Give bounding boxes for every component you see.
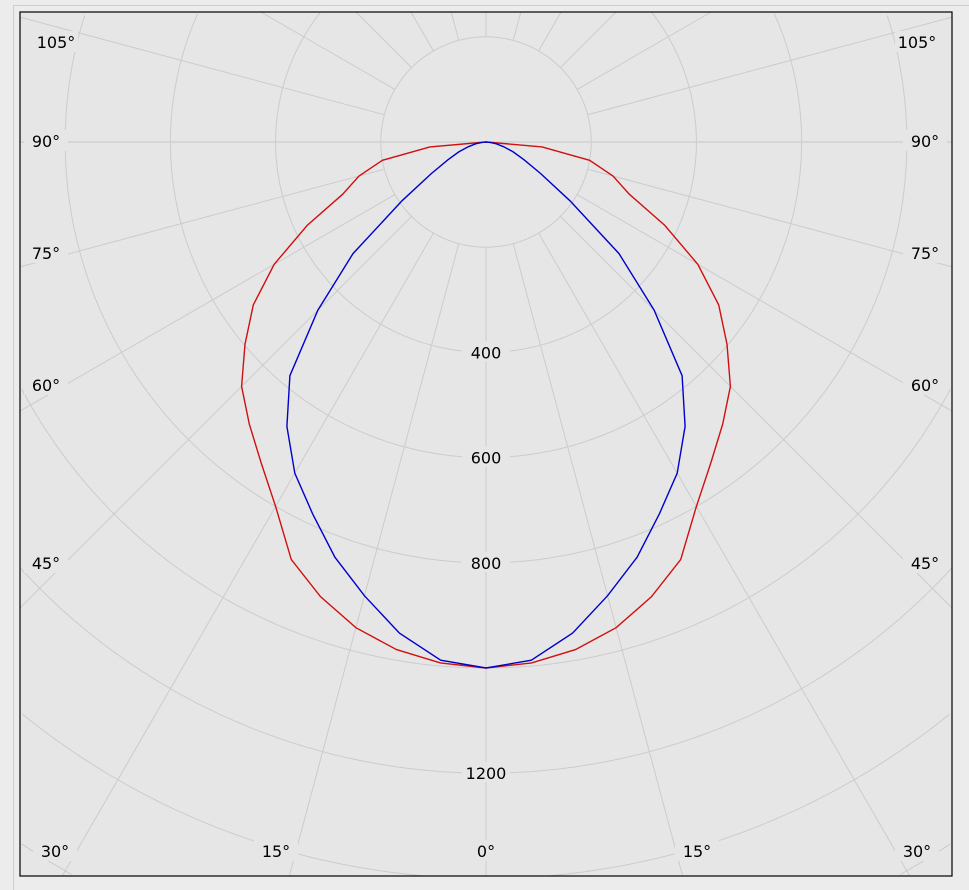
radial-label-bg [462, 762, 510, 783]
angle-label-bg [34, 31, 78, 52]
grid [19, 11, 953, 877]
grid-radial-line [61, 232, 434, 877]
grid-radial-line [288, 243, 460, 877]
radial-label-bg [462, 341, 510, 362]
grid-radial-line [576, 194, 953, 412]
labels: 400 600 800 1200 105° 90° 75° 60° 45° 30° 15° 0° 15°… [24, 31, 947, 861]
angle-tick-label-bottom: 15° [262, 842, 290, 861]
angle-label-bg [903, 130, 947, 151]
grid-radial-line [410, 11, 434, 52]
angle-tick-label-left: 75° [32, 244, 60, 263]
angle-label-bg [33, 840, 77, 861]
angle-tick-label-left: 90° [32, 132, 60, 151]
grid-radial-line [576, 11, 712, 90]
grid-radial-line [260, 11, 396, 90]
angle-label-bg [675, 840, 719, 861]
angle-label-bg [464, 840, 508, 861]
grid-radial-line [19, 194, 396, 412]
angle-label-bg [903, 374, 947, 395]
grid-radial-line [587, 16, 953, 116]
angle-tick-label-right: 90° [911, 132, 939, 151]
grid-radial-line [587, 168, 953, 268]
angle-tick-label-bottom: 0° [477, 842, 495, 861]
grid-radial-line [560, 216, 953, 609]
angle-label-bg [24, 130, 68, 151]
grid-radial-line [512, 11, 522, 41]
grid-radial-line [19, 168, 385, 268]
grid-radial-line [355, 11, 412, 68]
angle-tick-label-left: 30° [41, 842, 69, 861]
grid-radial-line [538, 11, 562, 52]
angle-label-bg [24, 552, 68, 573]
grid-radial-line [512, 243, 684, 877]
angle-tick-label-left: 60° [32, 376, 60, 395]
grid-circle [20, 568, 952, 774]
grid-radial-line [560, 11, 617, 68]
plot-border [19, 11, 953, 877]
radial-tick-label: 400 [471, 343, 502, 362]
grid-radial-line [19, 16, 385, 116]
angle-label-bg [24, 374, 68, 395]
radial-tick-label: 800 [471, 554, 502, 573]
radial-label-bg [462, 446, 510, 467]
grid-circle [275, 12, 697, 353]
angle-tick-label-left: 45° [32, 554, 60, 573]
window-frame [13, 5, 969, 890]
curves [240, 141, 732, 669]
angle-label-bg [254, 840, 298, 861]
angle-tick-label-right: 105° [898, 33, 937, 52]
series-line-2 [286, 141, 686, 669]
grid-circle [22, 713, 950, 877]
angle-label-bg [895, 31, 939, 52]
angle-label-bg [895, 840, 939, 861]
angle-tick-label-bottom: 15° [683, 842, 711, 861]
radial-tick-label: 600 [471, 449, 502, 468]
grid-circle [169, 13, 803, 459]
angle-label-bg [903, 242, 947, 263]
grid-radial-line [19, 216, 412, 609]
angle-label-bg [24, 242, 68, 263]
angle-tick-label-right: 30° [903, 842, 931, 861]
angle-tick-label-right: 75° [911, 244, 939, 263]
angle-tick-label-left: 105° [37, 33, 76, 52]
radial-label-bg [462, 551, 510, 572]
grid-radial-line [538, 232, 911, 877]
grid-radial-line [450, 11, 460, 41]
angle-tick-label-right: 45° [911, 554, 939, 573]
angle-tick-label-right: 60° [911, 376, 939, 395]
angle-label-bg [903, 552, 947, 573]
grid-circle [21, 388, 951, 669]
radial-tick-label: 1200 [466, 764, 507, 783]
